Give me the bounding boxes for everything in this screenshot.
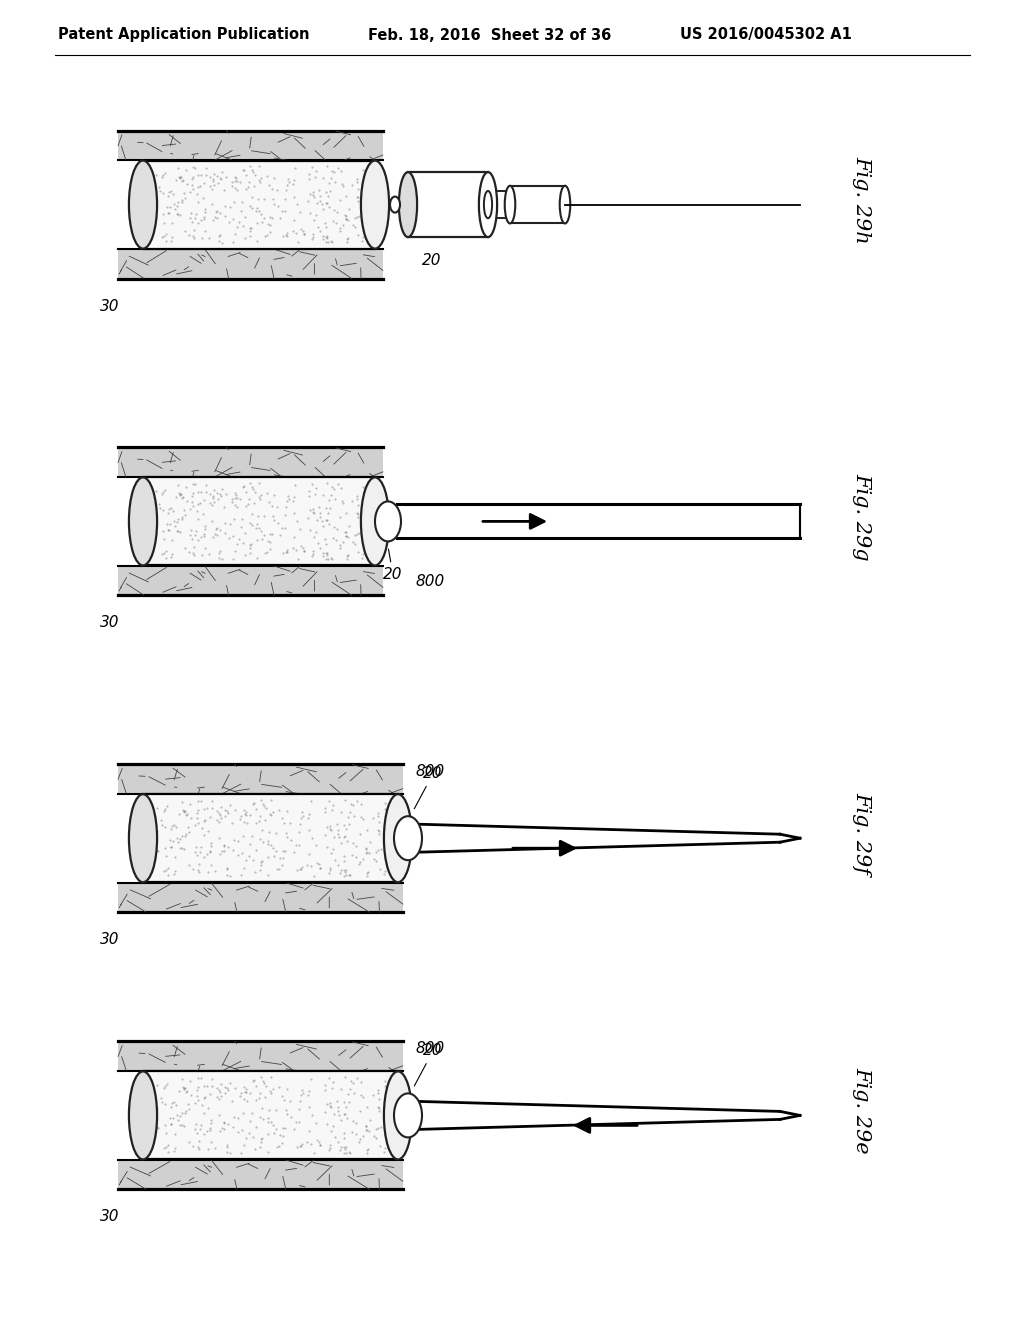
Text: 30: 30: [100, 298, 120, 314]
Bar: [408, 172, 488, 238]
Bar: [118, 1160, 403, 1189]
Ellipse shape: [506, 191, 514, 218]
Bar: [118, 566, 383, 595]
Text: 20: 20: [422, 253, 441, 268]
Text: 20: 20: [415, 1043, 442, 1086]
Bar: [118, 447, 383, 477]
Ellipse shape: [390, 197, 400, 213]
Ellipse shape: [484, 191, 493, 218]
Text: Fig. 29h: Fig. 29h: [853, 156, 871, 243]
Bar: [118, 764, 403, 793]
Bar: [118, 883, 403, 912]
Text: 800: 800: [416, 764, 444, 779]
Ellipse shape: [360, 161, 389, 248]
Ellipse shape: [394, 816, 422, 861]
Text: Feb. 18, 2016  Sheet 32 of 36: Feb. 18, 2016 Sheet 32 of 36: [368, 28, 611, 42]
Text: 30: 30: [100, 1209, 120, 1225]
Ellipse shape: [394, 1093, 422, 1138]
Ellipse shape: [375, 502, 401, 541]
Ellipse shape: [129, 1072, 157, 1159]
Bar: [510, 186, 565, 223]
Ellipse shape: [505, 186, 515, 223]
Bar: [143, 1072, 398, 1159]
Ellipse shape: [384, 795, 412, 882]
Bar: [118, 131, 383, 160]
Ellipse shape: [384, 1072, 412, 1159]
Bar: [118, 1041, 403, 1071]
Text: US 2016/0045302 A1: US 2016/0045302 A1: [680, 28, 852, 42]
Ellipse shape: [129, 161, 157, 248]
Bar: [488, 191, 510, 218]
Ellipse shape: [479, 172, 497, 238]
Text: 20: 20: [383, 549, 402, 582]
Ellipse shape: [399, 172, 417, 238]
Text: Fig. 29e: Fig. 29e: [853, 1067, 871, 1154]
Bar: [143, 161, 375, 248]
Text: 800: 800: [416, 574, 444, 590]
Text: Fig. 29f: Fig. 29f: [853, 792, 871, 874]
Bar: [118, 249, 383, 279]
Bar: [143, 795, 398, 882]
Text: Fig. 29g: Fig. 29g: [853, 473, 871, 560]
Text: 30: 30: [100, 932, 120, 948]
Ellipse shape: [129, 795, 157, 882]
Text: Patent Application Publication: Patent Application Publication: [58, 28, 309, 42]
Text: 30: 30: [100, 615, 120, 631]
Ellipse shape: [129, 478, 157, 565]
Bar: [143, 478, 375, 565]
Ellipse shape: [560, 186, 570, 223]
Text: 800: 800: [416, 1041, 444, 1056]
Text: 20: 20: [415, 766, 442, 809]
Ellipse shape: [360, 478, 389, 565]
